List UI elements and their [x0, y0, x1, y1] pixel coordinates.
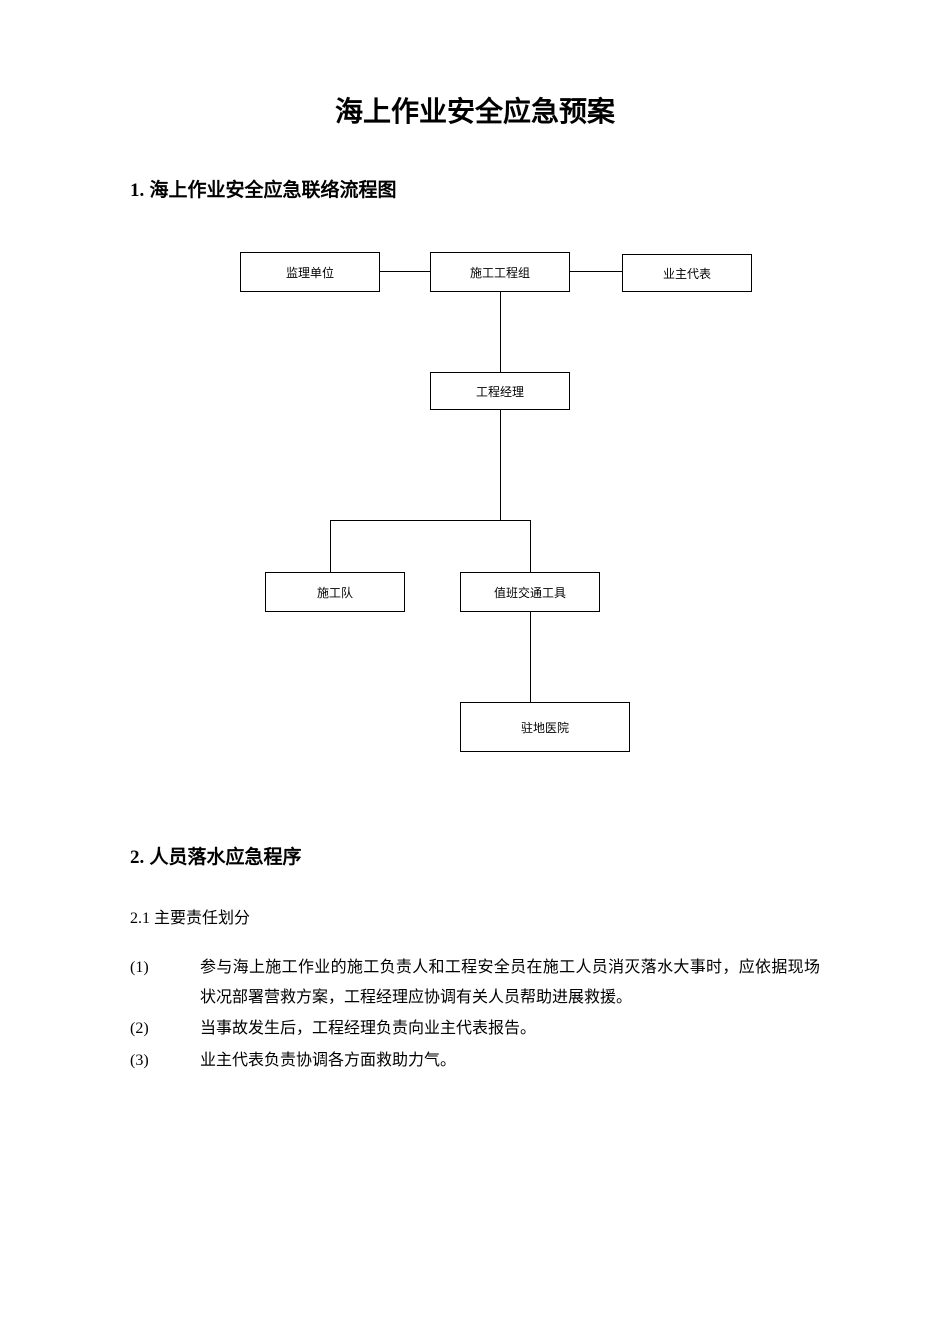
- node-hospital: 驻地医院: [460, 702, 630, 752]
- list-item: (1) 参与海上施工作业的施工负责人和工程安全员在施工人员消灭落水大事时，应依据…: [130, 953, 820, 1012]
- section1-text: 海上作业安全应急联络流程图: [150, 180, 397, 201]
- list-item: (2) 当事故发生后，工程经理负责向业主代表报告。: [130, 1014, 820, 1044]
- section1-heading: 1. 海上作业安全应急联络流程图: [130, 175, 820, 202]
- subsection-title: 主要责任划分: [154, 910, 250, 927]
- list-label: (2): [130, 1014, 200, 1044]
- section2-number: 2.: [130, 847, 144, 868]
- node-project-manager: 工程经理: [430, 372, 570, 410]
- list-label: (1): [130, 953, 200, 1012]
- subsection-heading: 2.1 主要责任划分: [130, 904, 820, 928]
- edge-line: [530, 612, 531, 702]
- section2-heading: 2. 人员落水应急程序: [130, 842, 820, 869]
- list-item: (3) 业主代表负责协调各方面救助力气。: [130, 1046, 820, 1076]
- list-content: 当事故发生后，工程经理负责向业主代表报告。: [200, 1014, 820, 1044]
- edge-line: [330, 520, 331, 572]
- node-owner-rep: 业主代表: [622, 254, 752, 292]
- edge-line: [330, 520, 530, 521]
- section2-text: 人员落水应急程序: [150, 847, 302, 868]
- list-content: 参与海上施工作业的施工负责人和工程安全员在施工人员消灭落水大事时，应依据现场状况…: [200, 953, 820, 1012]
- list-content: 业主代表负责协调各方面救助力气。: [200, 1046, 820, 1076]
- list-label: (3): [130, 1046, 200, 1076]
- document-title: 海上作业安全应急预案: [130, 90, 820, 130]
- node-construction-group: 施工工程组: [430, 252, 570, 292]
- flowchart-container: 监理单位 施工工程组 业主代表 工程经理 施工队 值班交通工具 驻地医院: [130, 252, 820, 782]
- section1-number: 1.: [130, 180, 144, 201]
- edge-line: [530, 520, 531, 572]
- edge-line: [500, 410, 501, 520]
- node-supervision-unit: 监理单位: [240, 252, 380, 292]
- node-duty-vehicle: 值班交通工具: [460, 572, 600, 612]
- edge-line: [500, 292, 501, 372]
- edge-line: [380, 271, 430, 272]
- subsection-number: 2.1: [130, 910, 150, 927]
- edge-line: [570, 271, 622, 272]
- node-construction-team: 施工队: [265, 572, 405, 612]
